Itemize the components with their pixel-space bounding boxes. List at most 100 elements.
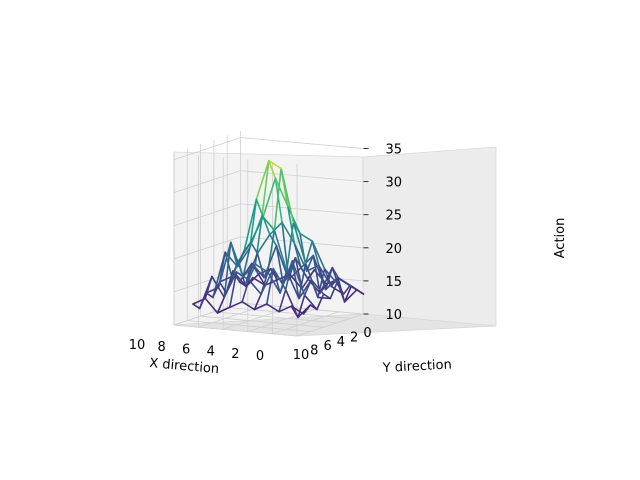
wire-segment [255,159,270,201]
wire-segment [249,215,263,249]
wire-segment [310,278,325,295]
wire-segment [303,294,318,311]
x-axis-label: X direction [149,356,220,377]
wire-segment [217,241,232,289]
wire-segment [268,221,283,236]
grid-line-z-wall [240,269,364,282]
grid-line-z [173,170,241,194]
wire-segment [284,288,299,319]
x-tick-label: 4 [207,345,215,360]
z-tick-label: 10 [386,308,403,323]
y-tick-label: 2 [350,330,358,345]
wire-segment [323,267,338,284]
wire-segment [287,266,302,281]
wire-segment [268,233,278,247]
grid-line-z [173,137,241,160]
wire-segment [205,286,220,294]
right-pane [362,146,497,327]
y-tick-label: 8 [310,344,318,359]
wire-segment [263,244,278,279]
axes-panes [173,146,497,337]
wire-segment [255,198,264,218]
wire-segment [232,270,246,287]
wire-segment [198,275,213,310]
wire-segment [211,275,225,299]
wire-segment [300,254,315,269]
wire-segment [235,271,250,281]
wire-segment [216,306,231,314]
wire-segment [285,270,300,300]
grid-line-z-wall [240,203,364,216]
grid-line-x [296,313,364,337]
x-tick-label: 0 [256,349,264,364]
wire-segment [223,271,238,299]
wire-segment [238,262,253,283]
wire-segment [192,297,207,305]
wire-segment [248,278,262,295]
wire-segment [286,205,296,245]
wire-segment [204,297,219,314]
wire-segment [274,177,289,207]
grid-line-z [173,203,241,227]
wire-segment [331,266,346,303]
wire-segment [241,300,256,311]
wire-segment [293,242,308,272]
wire-segment [278,305,293,313]
y-tick-label: 6 [323,339,331,354]
wire-segment [318,264,333,288]
wire-segment [298,278,313,300]
wire-segment [230,241,244,278]
wire-segment [312,254,327,291]
wire-segment [343,285,353,303]
wire-segment [280,167,295,224]
wire-segment [279,260,294,294]
wire-segment [192,303,201,310]
wire-segment [261,215,276,231]
wire-segment [275,244,284,284]
wire-segment [229,300,243,309]
z-tick-label: 25 [386,209,403,224]
grid-lines [173,130,364,337]
wire-segment [342,284,352,295]
wire-segment [299,232,314,242]
wire-segment [297,294,306,319]
wire-segment [290,305,305,315]
z-tick-label: 35 [386,143,403,158]
wire-segment [273,167,282,231]
wire-segment [311,240,326,270]
wire-segment [265,303,280,313]
wire-segment [298,262,307,300]
wire-segment [278,288,287,313]
wire-segment [330,285,345,295]
grid-line-y [213,311,337,324]
wire-segment [316,293,325,311]
wire-segment [216,296,225,314]
grid-line-y [187,320,311,332]
wire-segment [273,229,288,272]
wireframe-surface [192,159,365,319]
wire-segment [329,282,338,300]
wire-segment [291,260,300,300]
wire-segment [291,260,306,297]
x-tick-label: 2 [231,347,239,362]
wire-segment [317,296,332,300]
wire-segment [262,216,271,236]
wire-segment [243,198,258,252]
wire-segment [242,247,251,278]
wire-segment [261,159,270,217]
x-tick-label: 10 [129,338,146,353]
wire-segment [218,281,227,294]
wire-segment [297,304,312,319]
wire-segment [218,275,233,283]
x-tick-label: 6 [182,342,190,357]
wire-segment [256,233,271,255]
wire-segment [267,159,277,180]
wire-segment [256,252,265,279]
wire-segment [312,254,321,294]
y-tick-label: 0 [363,326,371,341]
z-tick-label: 30 [386,176,403,191]
wire-segment [229,271,238,309]
wire-segment [324,276,339,291]
